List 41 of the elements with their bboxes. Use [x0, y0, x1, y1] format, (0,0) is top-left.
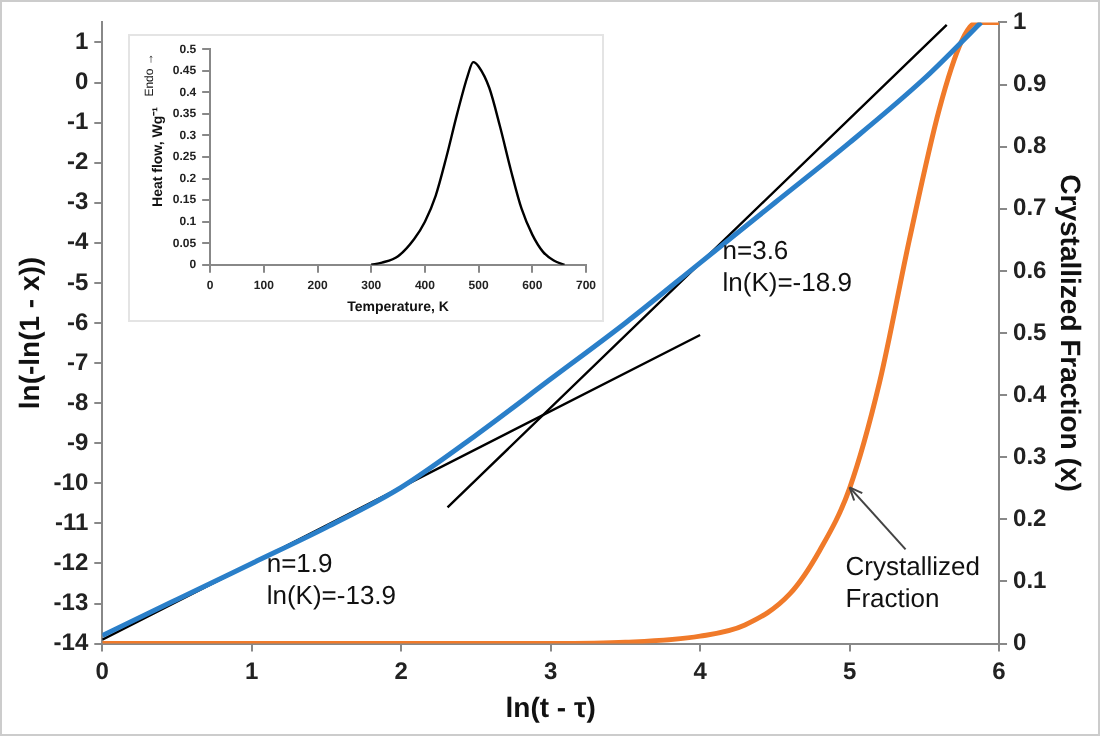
- y2-tick-label: 0.3: [1013, 441, 1048, 470]
- annotation: n=3.6 ln(K)=-18.9: [722, 234, 852, 297]
- y-tick-label: -10: [53, 467, 89, 496]
- y2-tick-label: 0.2: [1013, 503, 1048, 532]
- y2-tick-label: 0.7: [1013, 193, 1048, 222]
- y-tick-label: -3: [66, 187, 89, 216]
- x-tick-label: 2: [394, 656, 409, 685]
- y-tick-label: -1: [66, 107, 89, 136]
- y-tick-label: -6: [66, 307, 89, 336]
- y-tick-label: -11: [54, 507, 89, 536]
- y-tick-label: -12: [53, 548, 89, 577]
- y-tick-label: -2: [66, 147, 89, 176]
- y-tick-label: 1: [74, 27, 89, 56]
- y-tick-label: -4: [66, 227, 89, 256]
- y2-tick-label: 0.6: [1013, 255, 1048, 284]
- y-tick-label: -9: [66, 427, 89, 456]
- y-tick-label: 0: [74, 67, 89, 96]
- y-tick-label: -8: [66, 387, 89, 416]
- annotation: Crystallized Fraction: [845, 551, 980, 614]
- y-axis-title: ln(-ln(1 - x)): [12, 256, 45, 410]
- x-axis-title: ln(t - τ): [505, 690, 596, 723]
- y-tick-label: -7: [66, 347, 89, 376]
- annotation: n=1.9 ln(K)=-13.9: [266, 547, 397, 610]
- y-tick-label: -14: [53, 628, 89, 657]
- x-tick-label: 5: [842, 656, 857, 685]
- x-tick-label: 1: [245, 656, 260, 685]
- y2-tick-label: 1: [1013, 7, 1028, 36]
- y2-tick-label: 0.9: [1013, 69, 1048, 98]
- y2-tick-label: 0.8: [1013, 131, 1048, 160]
- x-tick-label: 6: [992, 656, 1007, 685]
- y2-tick-label: 0.1: [1013, 566, 1048, 595]
- y2-tick-label: 0.5: [1013, 317, 1048, 346]
- line-series: [370, 60, 566, 265]
- y-tick-label: -13: [53, 588, 89, 617]
- y2-axis-title: Crystallized Fraction (x): [1055, 174, 1088, 492]
- y2-tick-label: 0.4: [1013, 379, 1048, 408]
- x-tick-label: 0: [95, 656, 110, 685]
- x-tick-label: 4: [693, 656, 708, 685]
- y-tick-label: -5: [66, 267, 89, 296]
- x-tick-label: 3: [543, 656, 558, 685]
- y2-tick-label: 0: [1013, 628, 1028, 657]
